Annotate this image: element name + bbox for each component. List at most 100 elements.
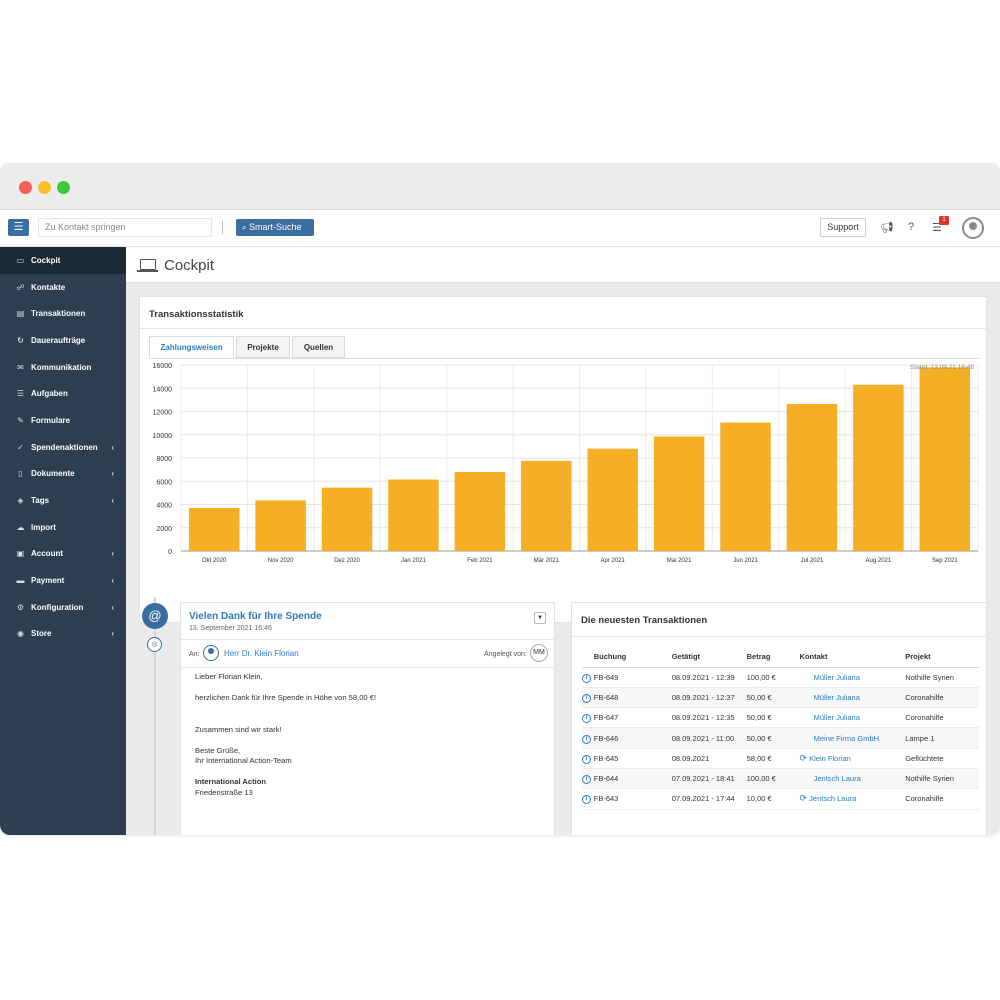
sidebar-item-cockpit[interactable]: ▭ Cockpit	[0, 247, 126, 274]
agent-icon: ◎	[147, 637, 162, 652]
table-row[interactable]: i FB-648 08.09.2021 - 12:37 50,00 € Müller …	[582, 687, 979, 709]
email-subject[interactable]: Vielen Dank für Ihre Spende	[189, 611, 322, 622]
menu-toggle-button[interactable]: ☰	[8, 219, 29, 236]
contact-cell: Jentsch Laura	[799, 768, 906, 790]
table-row[interactable]: i FB-645 08.09.2021 58,00 € ⟳ Klein Florian G…	[582, 748, 979, 769]
statistics-card: Transaktionsstatistik Zahlungsweisen Pro…	[139, 296, 987, 623]
row-info-cell: i	[582, 667, 594, 688]
title-bar	[0, 163, 1000, 210]
recurring-icon: ⟳	[799, 793, 808, 804]
sidebar-item-store[interactable]: ◉ Store ‹	[0, 621, 126, 648]
briefcase-icon: ▣	[16, 549, 25, 559]
smart-search-button[interactable]: ⌕ Smart-Suche	[236, 219, 314, 236]
booking-id-link[interactable]: FB-643	[593, 788, 672, 810]
booking-id-link[interactable]: FB-649	[593, 667, 672, 688]
transaction-amount[interactable]: 100,00 €	[746, 667, 800, 688]
sidebar-item-account[interactable]: ▣ Account ‹	[0, 541, 126, 568]
hamburger-icon: ☰	[13, 221, 24, 233]
info-icon[interactable]: i	[582, 673, 591, 683]
transaction-amount[interactable]: 50,00 €	[746, 727, 800, 749]
contact-link[interactable]: Müller Juliana	[813, 713, 860, 723]
bar	[255, 500, 306, 551]
table-row[interactable]: i FB-649 08.09.2021 - 12:39 100,00 € Müller…	[582, 667, 979, 688]
booking-id-link[interactable]: FB-646	[593, 727, 672, 749]
email-body-line: herzlichen Dank für Ihre Spende in Höhe …	[195, 693, 377, 702]
contact-link[interactable]: Klein Florian	[809, 753, 851, 763]
contact-link[interactable]: Jentsch Laura	[809, 794, 857, 804]
support-button[interactable]: Support	[820, 218, 866, 237]
sidebar-item-payment[interactable]: ▬ Payment ‹	[0, 567, 126, 594]
x-tick-label: Dez 2020	[334, 558, 360, 564]
bar	[786, 403, 838, 551]
transaction-date: 07.09.2021 - 17:44	[671, 788, 747, 810]
user-avatar[interactable]	[962, 217, 984, 239]
transaction-amount[interactable]: 10,00 €	[746, 788, 800, 810]
sidebar-item-label: Kontakte	[31, 282, 66, 292]
tasks-icon[interactable]: ☰	[932, 222, 942, 234]
transaction-amount[interactable]: 50,00 €	[746, 687, 800, 709]
booking-id-link[interactable]: FB-648	[593, 687, 672, 709]
transaction-amount[interactable]: 58,00 €	[746, 748, 800, 769]
email-icon: @	[142, 603, 168, 629]
cloud-upload-icon: ☁	[16, 522, 25, 532]
sidebar-item-daueraufträge[interactable]: ↻ Daueraufträge	[0, 327, 126, 354]
sidebar-item-spendenaktionen[interactable]: ✓ Spendenaktionen ‹	[0, 434, 126, 461]
info-icon[interactable]: i	[582, 734, 591, 744]
column-header: Betrag	[746, 647, 800, 668]
table-row[interactable]: i FB-643 07.09.2021 - 17:44 10,00 € ⟳ Jentsc…	[582, 788, 979, 810]
sidebar-item-label: Kommunikation	[31, 362, 92, 372]
bar	[188, 507, 240, 551]
recipient-link[interactable]: Herr Dr. Klein Florian	[224, 649, 299, 658]
tab-projekte[interactable]: Projekte	[236, 336, 290, 358]
creator-avatar[interactable]: MM	[530, 644, 548, 662]
info-icon[interactable]: i	[582, 714, 591, 724]
transactions-card: Die neuesten Transaktionen Buchung Getäti…	[571, 602, 987, 835]
contact-link[interactable]: Müller Juliana	[813, 672, 860, 682]
transaction-date: 08.09.2021 - 12:35	[671, 707, 747, 729]
sidebar-item-import[interactable]: ☁ Import	[0, 514, 126, 541]
close-window-button[interactable]	[19, 181, 32, 194]
sidebar-item-aufgaben[interactable]: ☰ Aufgaben	[0, 380, 126, 407]
megaphone-icon[interactable]: 📢︎	[880, 222, 894, 234]
help-icon[interactable]: ?	[908, 221, 915, 233]
contact-search-input[interactable]: Zu Kontakt springen	[38, 218, 212, 237]
booking-id-link[interactable]: FB-644	[593, 768, 672, 790]
main-content: Cockpit Transaktionsstatistik Zahlungswe…	[126, 247, 1000, 835]
sidebar-item-konfiguration[interactable]: ⚙ Konfiguration ‹	[0, 594, 126, 621]
minimize-window-button[interactable]	[38, 181, 51, 194]
table-row[interactable]: i FB-644 07.09.2021 - 18:41 100,00 € Jentsc…	[582, 768, 979, 790]
table-row[interactable]: i FB-646 08.09.2021 - 11:00 50,00 € Meine F…	[582, 727, 979, 749]
chevron-left-icon: ‹	[111, 602, 114, 612]
info-icon[interactable]: i	[582, 795, 591, 805]
tab-quellen[interactable]: Quellen	[292, 336, 345, 358]
booking-id-link[interactable]: FB-645	[593, 748, 672, 769]
bar	[587, 448, 638, 551]
sidebar-item-transaktionen[interactable]: ▤ Transaktionen	[0, 300, 126, 327]
sidebar-item-label: Konfiguration	[31, 602, 84, 612]
sidebar-item-kontakte[interactable]: ☍ Kontakte	[0, 274, 126, 301]
contact-link[interactable]: Meine Firma GmbH	[813, 733, 880, 743]
info-icon[interactable]: i	[582, 775, 591, 785]
booking-id-link[interactable]: FB-647	[593, 707, 672, 729]
email-body: Lieber Florian Klein, herzlichen Dank für…	[195, 672, 376, 798]
sidebar-item-formulare[interactable]: ✎ Formulare	[0, 407, 126, 434]
column-header: Kontakt	[799, 647, 906, 668]
project-name: Nothilfe Syrien	[905, 768, 979, 790]
tab-zahlungsweisen[interactable]: Zahlungsweisen	[149, 336, 234, 358]
info-icon[interactable]: i	[582, 693, 591, 703]
info-icon[interactable]: i	[582, 754, 591, 764]
sidebar-item-dokumente[interactable]: ▯ Dokumente ‹	[0, 461, 126, 488]
maximize-window-button[interactable]	[57, 181, 70, 194]
transaction-amount[interactable]: 100,00 €	[746, 768, 800, 790]
sidebar-item-kommunikation[interactable]: ✉ Kommunikation	[0, 354, 126, 381]
contact-link[interactable]: Jentsch Laura	[813, 774, 861, 784]
column-header: Getätigt	[671, 647, 747, 668]
transaction-amount[interactable]: 50,00 €	[746, 707, 800, 729]
sidebar-item-tags[interactable]: ◈ Tags ‹	[0, 487, 126, 514]
contact-cell: ⟳ Jentsch Laura	[799, 788, 906, 810]
row-info-cell: i	[582, 788, 594, 810]
chevron-down-icon[interactable]: ▼	[534, 612, 546, 624]
contact-link[interactable]: Müller Juliana	[813, 692, 860, 702]
laptop-icon	[137, 259, 158, 272]
table-row[interactable]: i FB-647 08.09.2021 - 12:35 50,00 € Müller …	[582, 707, 979, 729]
